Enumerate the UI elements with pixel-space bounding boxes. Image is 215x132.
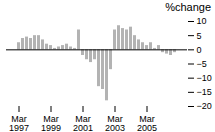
svg-text:−5: −5 (197, 59, 207, 69)
svg-text:−10: −10 (197, 73, 212, 83)
html-text:%change: %change (165, 1, 211, 13)
svg-text:10: 10 (197, 16, 207, 26)
svg-text:5: 5 (197, 31, 202, 41)
svg-text:Mar1999: Mar1999 (41, 114, 61, 132)
svg-text:−15: −15 (197, 87, 212, 97)
svg-text:−20: −20 (197, 101, 212, 111)
svg-text:Mar2003: Mar2003 (105, 114, 125, 132)
svg-text:Mar2001: Mar2001 (73, 114, 93, 132)
svg-text:0: 0 (197, 45, 202, 55)
svg-text:Mar2005: Mar2005 (137, 114, 157, 132)
svg-text:Mar1997: Mar1997 (9, 114, 29, 132)
